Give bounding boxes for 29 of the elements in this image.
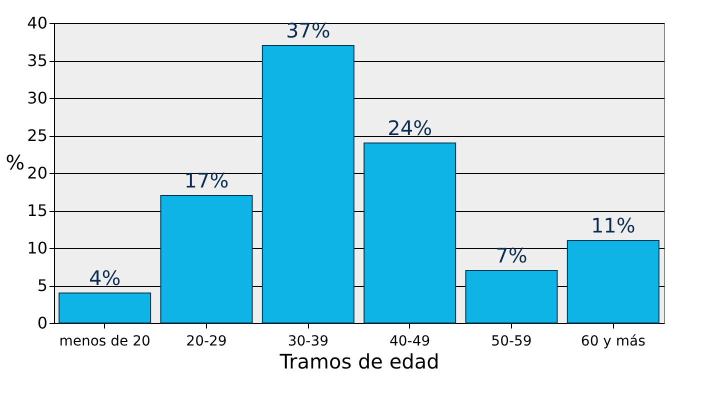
y-tick-label: 20 [27,164,48,182]
y-tick-label: 15 [27,201,48,220]
x-axis-title: Tramos de edad [278,350,440,374]
y-tick-label: 40 [27,14,48,32]
bar [566,240,660,324]
data-label: 11% [590,214,636,238]
x-tick-label: 50-59 [491,334,532,350]
bar [160,195,253,324]
y-tick-label: 5 [37,276,48,295]
x-tick-label: 20-29 [186,334,227,350]
x-tick-label: menos de 20 [59,334,150,350]
y-tick-label: 35 [27,51,48,70]
data-label: 7% [496,244,528,268]
data-label: 24% [388,116,432,140]
data-label: 37% [286,18,330,42]
bar [58,292,152,324]
data-label: 4% [88,266,121,290]
bar [465,270,558,324]
data-label: 17% [184,168,229,192]
x-tick-label: 30-39 [288,334,329,350]
bar [364,142,456,324]
y-axis-title: % [6,150,25,174]
y-tick-label: 25 [27,126,48,145]
x-tick-label: 60 y más [580,334,646,350]
y-tick-label: 10 [27,238,48,258]
y-tick-label: 0 [37,314,48,332]
y-tick-label: 30 [27,88,48,108]
bar [262,45,354,324]
x-tick-label: 40-49 [389,334,430,350]
